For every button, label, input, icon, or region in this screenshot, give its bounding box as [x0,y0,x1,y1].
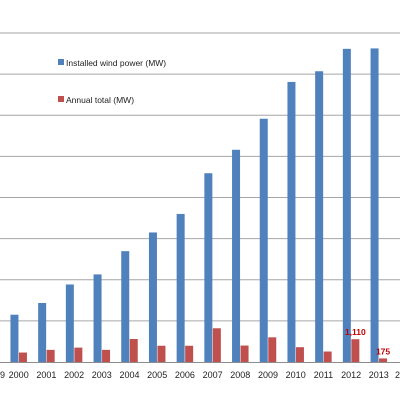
x-tick-label-2001: 2001 [36,370,56,380]
bar-installed-2011 [315,71,324,362]
legend-swatch-annual [58,96,64,102]
legend-item-installed: Installed wind power (MW) [58,58,166,68]
bar-annual-2006 [185,345,194,362]
x-tick-labels: 9 2000 2001 2002 2003 2004 2005 2006 2007 2008 200… [0,370,400,380]
bar-annual-2008 [240,345,249,362]
data-labels: 1,110 175 [345,327,390,356]
x-tick-label-2014: 2 [395,370,400,380]
bar-installed-2009 [259,118,268,362]
bar-installed-2003 [93,274,102,362]
gridlines [0,32,400,322]
data-label-2013: 175 [376,346,390,356]
bar-installed-2007 [204,173,213,362]
x-tick-label-2002: 2002 [64,370,84,380]
bar-installed-2013 [370,48,379,362]
legend-swatch-installed [58,59,64,65]
x-tick-label-2003: 2003 [92,370,112,380]
legend: Installed wind power (MW) Annual total (… [58,58,166,105]
x-tick-label-2006: 2006 [175,370,195,380]
bar-annual-2003 [102,349,111,362]
x-tick-label-2010: 2010 [286,370,306,380]
data-label-2012: 1,110 [345,327,366,337]
x-tick-label-1999: 9 [0,370,5,380]
x-tick-label-2008: 2008 [230,370,250,380]
bars [10,48,388,362]
legend-item-annual: Annual total (MW) [58,95,134,105]
bar-installed-2012 [342,48,351,362]
bar-installed-2005 [148,232,157,362]
bar-installed-2000 [10,314,19,362]
x-tick-label-2004: 2004 [119,370,139,380]
bar-annual-2013 [379,358,388,362]
x-tick-label-2007: 2007 [203,370,223,380]
legend-label-annual: Annual total (MW) [66,95,134,105]
bar-annual-2001 [46,349,55,362]
bar-installed-2010 [287,81,296,362]
bar-installed-2008 [232,149,241,362]
bar-annual-2010 [295,347,304,362]
bar-installed-2002 [65,284,74,362]
legend-label-installed: Installed wind power (MW) [66,58,166,68]
bar-annual-2007 [212,328,221,362]
bar-annual-2011 [323,351,332,362]
bar-annual-2005 [157,345,166,362]
bar-annual-2004 [129,338,138,362]
bar-annual-2009 [268,337,277,362]
x-tick-label-2013: 2013 [369,370,389,380]
bar-installed-2004 [121,251,130,362]
bar-annual-2012 [351,339,360,362]
bar-annual-2002 [74,347,83,362]
bar-annual-2000 [18,352,27,362]
x-tick-label-2005: 2005 [147,370,167,380]
x-tick-label-2012: 2012 [341,370,361,380]
bar-installed-2006 [176,213,185,362]
x-tick-label-2000: 2000 [9,370,29,380]
bar-installed-2001 [38,302,47,362]
x-tick-label-2011: 2011 [314,370,333,380]
x-tick-label-2009: 2009 [258,370,278,380]
